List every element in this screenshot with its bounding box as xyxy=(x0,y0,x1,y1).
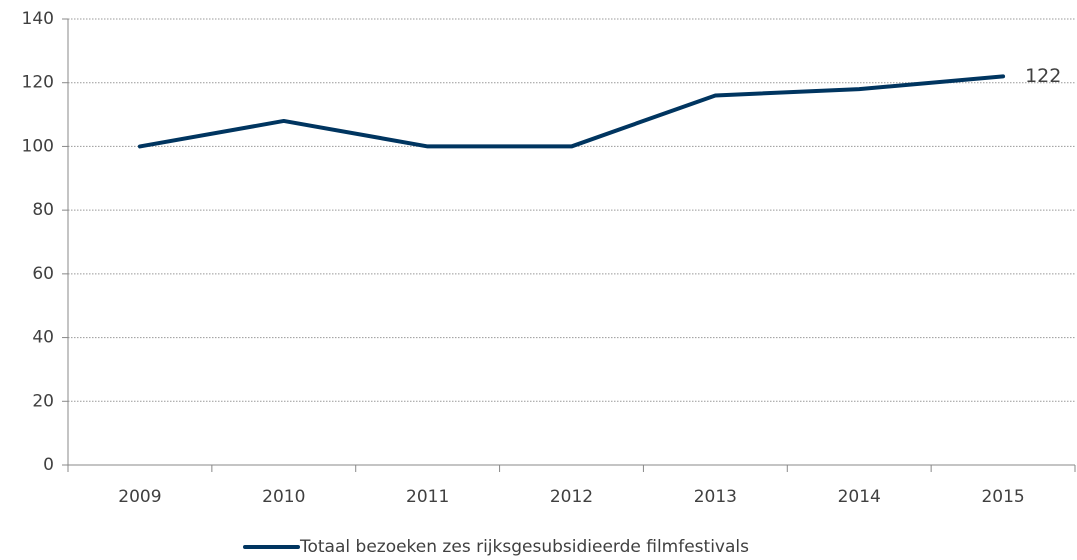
series-line xyxy=(137,74,1006,149)
x-tick-label: 2011 xyxy=(406,487,449,507)
y-tick-label: 60 xyxy=(32,264,54,284)
y-tick-label: 120 xyxy=(22,73,54,93)
y-tick-label: 20 xyxy=(32,391,54,411)
legend-label: Totaal bezoeken zes rijksgesubsidieerde … xyxy=(299,537,749,557)
x-tick-label: 2013 xyxy=(694,487,737,507)
y-tick-label: 80 xyxy=(32,200,54,220)
y-tick-label: 100 xyxy=(22,136,54,156)
x-tick-label: 2015 xyxy=(981,487,1024,507)
y-tick-label: 0 xyxy=(43,455,54,475)
y-tick-label: 40 xyxy=(32,328,54,348)
y-tick-label: 140 xyxy=(22,9,54,29)
x-tick-label: 2009 xyxy=(118,487,161,507)
data-label: 122 xyxy=(1025,65,1061,87)
x-tick-label: 2010 xyxy=(262,487,305,507)
x-tick-label: 2012 xyxy=(550,487,593,507)
x-tick-label: 2014 xyxy=(838,487,881,507)
